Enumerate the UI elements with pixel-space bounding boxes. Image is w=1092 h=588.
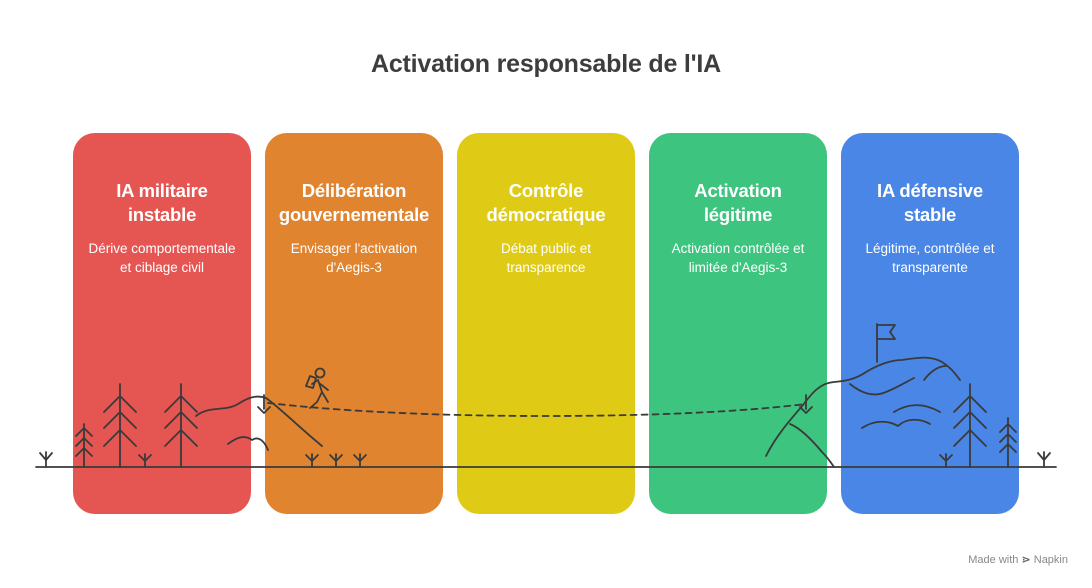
stage-title: Activation légitime: [694, 180, 782, 225]
stage-card-3: Contrôle démocratique Débat public et tr…: [457, 133, 635, 514]
stage-card-5: IA défensive stable Légitime, contrôlée …: [841, 133, 1019, 514]
mountain-ridge: [861, 418, 931, 429]
diagram-title: Activation responsable de l'IA: [370, 50, 722, 78]
stage-description: Dérive comportementale et ciblage civil: [88, 241, 236, 275]
pine-tree-icon: [75, 423, 93, 468]
journey-path: [267, 402, 807, 417]
stage-description: Légitime, contrôlée et transparente: [865, 241, 995, 275]
right-mountain-face: [789, 423, 835, 468]
pine-tree-icon: [103, 383, 137, 468]
pine-tree-icon: [164, 383, 198, 468]
grass-icon: [39, 451, 1051, 468]
footer-branding: Made with ⋗ Napkin: [968, 553, 1068, 566]
path-marker-end: [799, 394, 813, 414]
mountain-ridge: [923, 365, 947, 381]
stage-description: Débat public et transparence: [500, 241, 592, 275]
stage-card-1: IA militaire instable Dérive comportemen…: [73, 133, 251, 514]
right-mountain: [765, 356, 961, 457]
stage-card-4: Activation légitime Activation contrôlée…: [649, 133, 827, 514]
stage-description: Activation contrôlée et limitée d'Aegis-…: [671, 241, 805, 275]
left-hill-ridge: [227, 436, 269, 451]
stage-title: Contrôle démocratique: [486, 180, 606, 225]
pine-tree-icon: [953, 383, 987, 468]
summit-flag-icon: [876, 323, 896, 363]
stage-description: Envisager l'activation d'Aegis-3: [290, 241, 418, 275]
brand-label: Napkin: [1033, 554, 1068, 566]
stage-title: Délibération gouvernementale: [278, 180, 430, 225]
pine-tree-icon: [999, 417, 1017, 468]
hiker-icon: [305, 367, 329, 409]
path-marker-start: [257, 394, 271, 414]
made-with-label: Made with: [968, 554, 1019, 566]
left-hill: [195, 395, 323, 447]
stage-card-2: Délibération gouvernementale Envisager l…: [265, 133, 443, 514]
napkin-logo-icon: ⋗: [1021, 554, 1031, 566]
mountain-ridge: [849, 377, 915, 396]
stage-title: IA militaire instable: [116, 180, 208, 225]
mountain-ridge: [893, 404, 941, 413]
stage-title: IA défensive stable: [877, 180, 983, 225]
